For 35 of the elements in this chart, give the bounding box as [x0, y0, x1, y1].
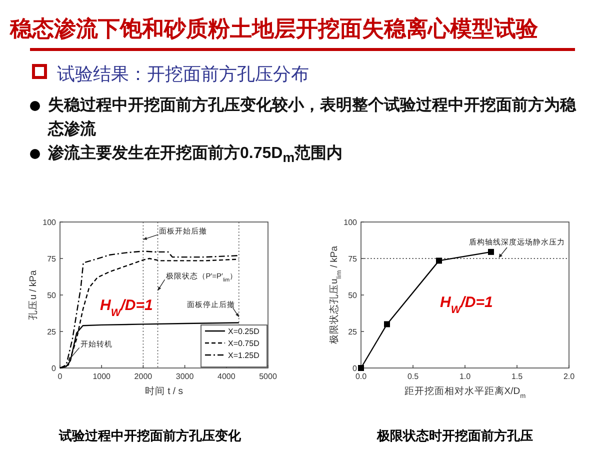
x-tick-label: 2000 — [134, 372, 153, 381]
y-tick-label: 0 — [352, 364, 358, 373]
y-tick-label: 100 — [42, 218, 57, 227]
x-tick-label: 4000 — [218, 372, 236, 381]
x-tick-label: 1.0 — [459, 372, 472, 381]
y-tick-label: 25 — [348, 328, 358, 336]
text: 失稳过程中开挖面前方孔压变化较小，表明整个试验过程中开挖面前方为稳态渗流 — [48, 97, 576, 138]
x-tick-label: 0 — [58, 372, 63, 381]
text: 试验过程中开挖面前方孔压变化 — [58, 428, 242, 443]
x-axis-title: 距开挖面相对水平距离X/D$_{m}$ — [404, 385, 526, 400]
x-axis-title: 时间 t / s — [145, 385, 184, 397]
y-tick-label: 25 — [47, 328, 57, 336]
x-tick-label: 5000 — [259, 372, 278, 381]
y-tick-label: 50 — [348, 291, 358, 300]
y-tick-label: 75 — [47, 254, 57, 264]
x-tick-label: 3000 — [176, 372, 194, 381]
x-tick-label: 0.0 — [355, 372, 368, 381]
x-tick-label: 2.0 — [563, 372, 576, 381]
y-axis-title: 孔压u / kPa — [28, 270, 39, 320]
legend-label: X=1.25D — [228, 351, 260, 360]
legend-label: X=0.25D — [228, 327, 260, 336]
y-tick-label: 100 — [344, 218, 358, 227]
x-tick-label: 0.5 — [407, 372, 420, 381]
text: 稳态渗流下饱和砂质粉土地层开挖面失稳离心模型试验 — [10, 15, 539, 43]
text: 试验结果：开挖面前方孔压分布 — [57, 64, 309, 84]
legend-label: X=0.75D — [228, 339, 260, 348]
y-tick-label: 0 — [52, 364, 57, 373]
annotation: H$_{W}$/D=1 — [440, 294, 493, 316]
x-tick-label: 1.5 — [511, 372, 524, 381]
text: 极限状态时开挖面前方孔压 — [376, 428, 533, 443]
x-tick-label: 1000 — [92, 372, 112, 381]
y-tick-label: 75 — [348, 254, 358, 264]
annotation: H$_{W}$/D=1 — [100, 297, 153, 319]
text: 渗流主要发生在开挖面前方0.75D$_{m}$范围内 — [48, 145, 343, 166]
y-tick-label: 50 — [47, 291, 57, 300]
